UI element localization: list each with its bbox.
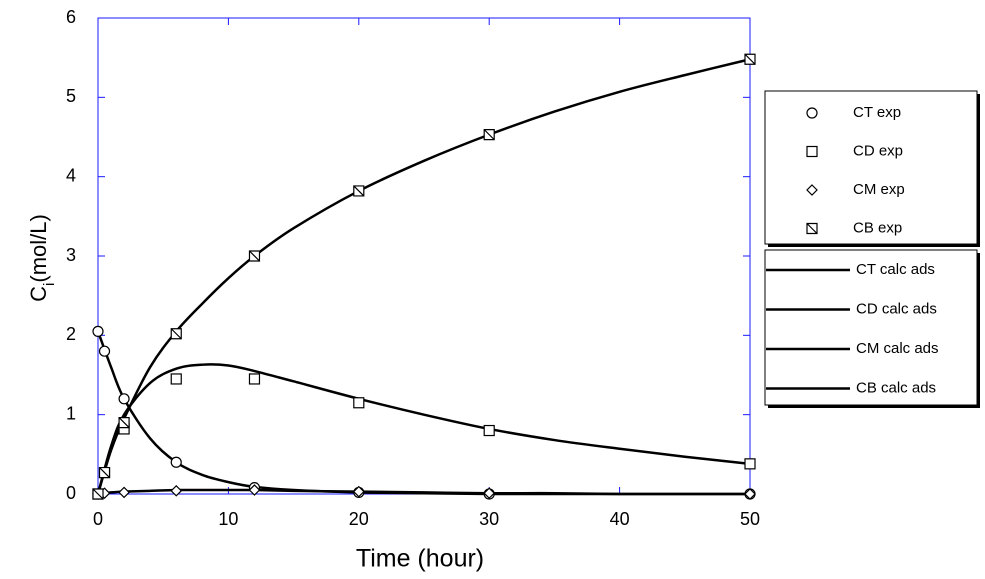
marker	[170, 373, 182, 385]
legend-label: CD calc ads	[856, 300, 937, 317]
x-tick-label: 30	[479, 509, 499, 529]
x-axis-label: Time (hour)	[356, 545, 484, 573]
legend-label: CB exp	[853, 219, 902, 236]
y-tick-label: 5	[66, 86, 76, 106]
marker	[806, 222, 818, 235]
marker	[353, 185, 365, 197]
x-tick-label: 50	[740, 509, 760, 529]
y-label-base: C	[26, 286, 51, 302]
marker	[352, 485, 365, 498]
marker	[483, 487, 496, 500]
line	[96, 363, 751, 495]
marker	[248, 484, 261, 496]
y-tick-label: 6	[66, 7, 76, 27]
x-tick-label: 20	[349, 509, 369, 529]
marker	[806, 107, 818, 119]
marker	[118, 393, 130, 405]
marker	[170, 456, 182, 468]
y-tick-label: 0	[66, 483, 76, 503]
marker	[118, 417, 130, 429]
x-tick-label: 40	[610, 509, 630, 529]
y-tick-label: 2	[66, 324, 76, 344]
marker	[98, 466, 111, 479]
marker	[483, 424, 495, 437]
marker	[483, 129, 495, 141]
y-tick-label: 1	[66, 403, 76, 423]
y-label-sub: i	[41, 283, 58, 286]
marker	[744, 53, 756, 65]
x-tick-label: 0	[93, 509, 103, 529]
legend-label: CM calc ads	[856, 340, 939, 357]
legend-box	[764, 90, 978, 245]
marker	[170, 328, 182, 340]
marker	[92, 325, 104, 337]
legend-label: CT calc ads	[856, 261, 935, 278]
marker	[806, 145, 818, 158]
marker	[248, 373, 261, 385]
marker	[353, 397, 365, 409]
legend-label: CD exp	[853, 142, 903, 159]
marker	[744, 488, 756, 500]
y-label-unit: (mol/L)	[26, 214, 51, 282]
marker	[248, 250, 261, 262]
legend-label: CT exp	[853, 104, 901, 121]
marker	[98, 345, 111, 357]
legend-box	[764, 249, 978, 406]
line	[96, 58, 751, 495]
y-tick-label: 3	[66, 245, 76, 265]
marker	[170, 484, 183, 497]
marker	[118, 486, 130, 499]
y-tick-label: 4	[66, 165, 76, 185]
marker	[744, 458, 756, 470]
marker	[806, 184, 818, 196]
x-tick-label: 10	[218, 509, 238, 529]
y-axis-label: Ci(mol/L)	[26, 214, 58, 302]
marker	[92, 488, 104, 500]
line	[97, 488, 750, 496]
legend-label: CM exp	[853, 181, 905, 198]
legend-label: CB calc ads	[856, 379, 936, 396]
